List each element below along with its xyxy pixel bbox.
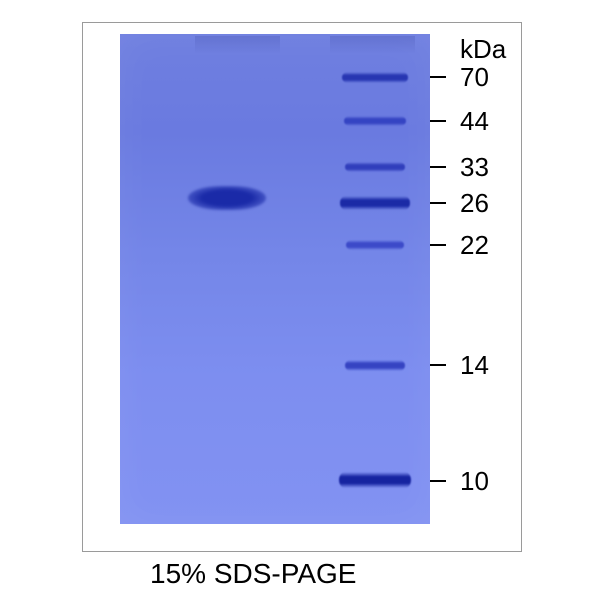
- axis-tick: [430, 244, 446, 246]
- axis-unit-label: kDa: [460, 34, 506, 65]
- axis-label: 14: [460, 350, 489, 381]
- axis-tick: [430, 364, 446, 366]
- ladder-band: [346, 240, 404, 250]
- ladder-band: [339, 472, 411, 488]
- axis-tick: [430, 76, 446, 78]
- axis-label: 33: [460, 152, 489, 183]
- axis-tick: [430, 120, 446, 122]
- axis-tick: [430, 480, 446, 482]
- gel-background: [120, 34, 430, 524]
- axis-label: 22: [460, 230, 489, 261]
- lane-top-shade: [330, 36, 415, 54]
- gel-caption: 15% SDS-PAGE: [150, 558, 356, 590]
- axis-label: 70: [460, 62, 489, 93]
- ladder-band: [340, 196, 410, 210]
- axis-tick: [430, 202, 446, 204]
- ladder-band: [345, 360, 405, 371]
- axis-label: 26: [460, 188, 489, 219]
- axis-tick: [430, 166, 446, 168]
- sample-protein-band: [188, 186, 266, 210]
- axis-label: 44: [460, 106, 489, 137]
- ladder-band: [345, 162, 405, 172]
- axis-label: 10: [460, 466, 489, 497]
- ladder-band: [344, 116, 406, 126]
- lane-top-shade: [195, 36, 280, 54]
- ladder-band: [342, 72, 408, 83]
